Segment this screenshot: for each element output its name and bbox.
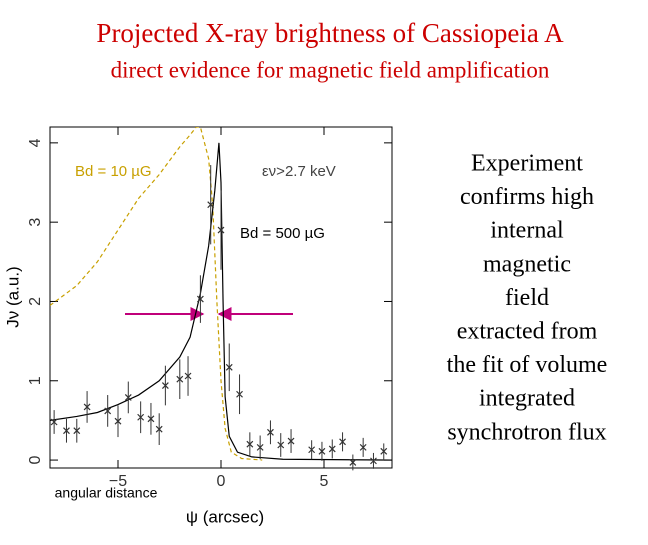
data-point <box>349 459 357 466</box>
energy-label: εν>2.7 keV <box>262 163 336 180</box>
data-point <box>196 295 204 303</box>
side-text: the fit of volume <box>447 352 608 378</box>
y-tick-label: 1 <box>27 376 44 385</box>
x-tick-label: 5 <box>320 473 329 490</box>
data-point <box>308 446 316 454</box>
legend-label: Bd = 10 µG <box>75 163 152 180</box>
data-point <box>155 425 163 433</box>
data-point <box>114 417 122 425</box>
data-point <box>287 437 295 445</box>
y-tick-label: 4 <box>27 138 44 147</box>
side-text: magnetic <box>483 251 571 277</box>
x-tick-label: −5 <box>109 473 127 490</box>
data-point <box>236 390 243 398</box>
data-point <box>225 363 233 371</box>
annotation: angular distance <box>55 485 158 501</box>
data-point <box>147 415 155 423</box>
data-point <box>184 372 192 380</box>
data-point <box>124 393 132 401</box>
x-axis-label: ψ (arcsec) <box>186 507 264 526</box>
x-tick-label: 0 <box>217 473 226 490</box>
data-point <box>318 447 326 455</box>
y-tick-label: 3 <box>27 218 44 227</box>
data-point <box>277 441 285 449</box>
side-text: Experiment <box>471 151 583 177</box>
data-point <box>63 427 70 435</box>
curve <box>50 142 392 461</box>
side-text: integrated <box>479 386 575 412</box>
y-tick-label: 2 <box>27 297 44 306</box>
slide-subtitle: direct evidence for magnetic field ampli… <box>111 57 550 82</box>
data-point <box>359 443 367 451</box>
data-point <box>207 201 215 209</box>
data-point <box>217 226 225 234</box>
data-point <box>328 445 336 453</box>
data-point <box>176 375 184 383</box>
data-point <box>83 403 91 411</box>
y-axis-label: Jν (a.u.) <box>3 266 22 327</box>
legend-label: Bd = 500 µG <box>240 225 325 242</box>
data-point <box>256 443 264 451</box>
data-point <box>267 428 274 436</box>
side-text: field <box>505 285 549 311</box>
data-point <box>161 382 169 389</box>
data-point <box>50 418 58 426</box>
data-point <box>380 447 388 455</box>
side-text: confirms high <box>460 184 594 210</box>
y-tick-label: 0 <box>27 456 44 465</box>
slide-title: Projected X-ray brightness of Cassiopeia… <box>96 18 564 48</box>
side-text: internal <box>490 218 564 244</box>
data-point <box>73 427 81 435</box>
data-point <box>104 407 112 415</box>
data-point <box>339 438 346 446</box>
side-text: extracted from <box>457 319 598 345</box>
data-point <box>137 413 145 421</box>
curve <box>50 127 263 461</box>
data-point <box>246 440 254 448</box>
side-text: synchrotron flux <box>447 419 606 445</box>
data-point <box>370 457 377 465</box>
